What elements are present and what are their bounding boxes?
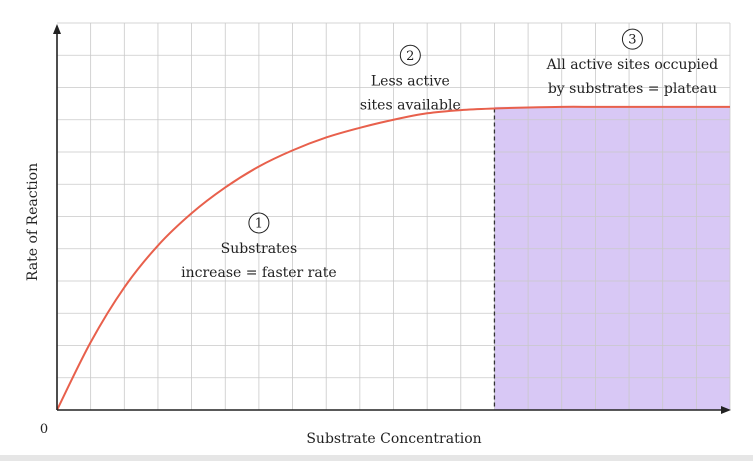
reaction-rate-line	[56, 105, 730, 411]
annotation-text-line: Less active	[371, 73, 450, 89]
annotation-text-line: sites available	[360, 97, 461, 113]
series-layer	[56, 105, 730, 411]
annotation-2: 2 Less active sites available	[360, 44, 461, 113]
annotation-number: 1	[255, 216, 263, 231]
annotation-number-circle-icon	[621, 28, 643, 50]
y-axis-label: Rate of Reaction	[25, 163, 41, 281]
annotation-number: 2	[406, 49, 414, 64]
annotation-text-line: increase = faster rate	[181, 265, 336, 281]
bottom-border	[0, 455, 753, 461]
annotation-text-line: by substrates = plateau	[548, 81, 717, 97]
y-axis-arrow-icon	[53, 24, 61, 34]
annotation-number-circle-icon	[248, 212, 270, 234]
axes-layer	[53, 24, 731, 414]
x-axis-arrow-icon	[721, 406, 731, 414]
annotation-3: 3 All active sites occupied by substrates …	[546, 28, 719, 97]
annotation-text-line: Substrates	[221, 241, 298, 257]
annotation-text-line: All active sites occupied	[546, 57, 719, 73]
annotation-number-circle-icon	[399, 44, 421, 66]
annotation-1: 1 Substrates increase = faster rate	[181, 212, 337, 281]
grid-layer	[57, 22, 731, 410]
origin-label: 0	[40, 422, 48, 437]
annotation-layer: 1 Substrates increase = faster rate 2 Less a…	[181, 28, 719, 281]
x-axis-label: Substrate Concentration	[306, 431, 481, 447]
plateau-region	[494, 106, 730, 410]
plateau-region-layer	[494, 106, 730, 410]
annotation-number: 3	[628, 33, 636, 48]
